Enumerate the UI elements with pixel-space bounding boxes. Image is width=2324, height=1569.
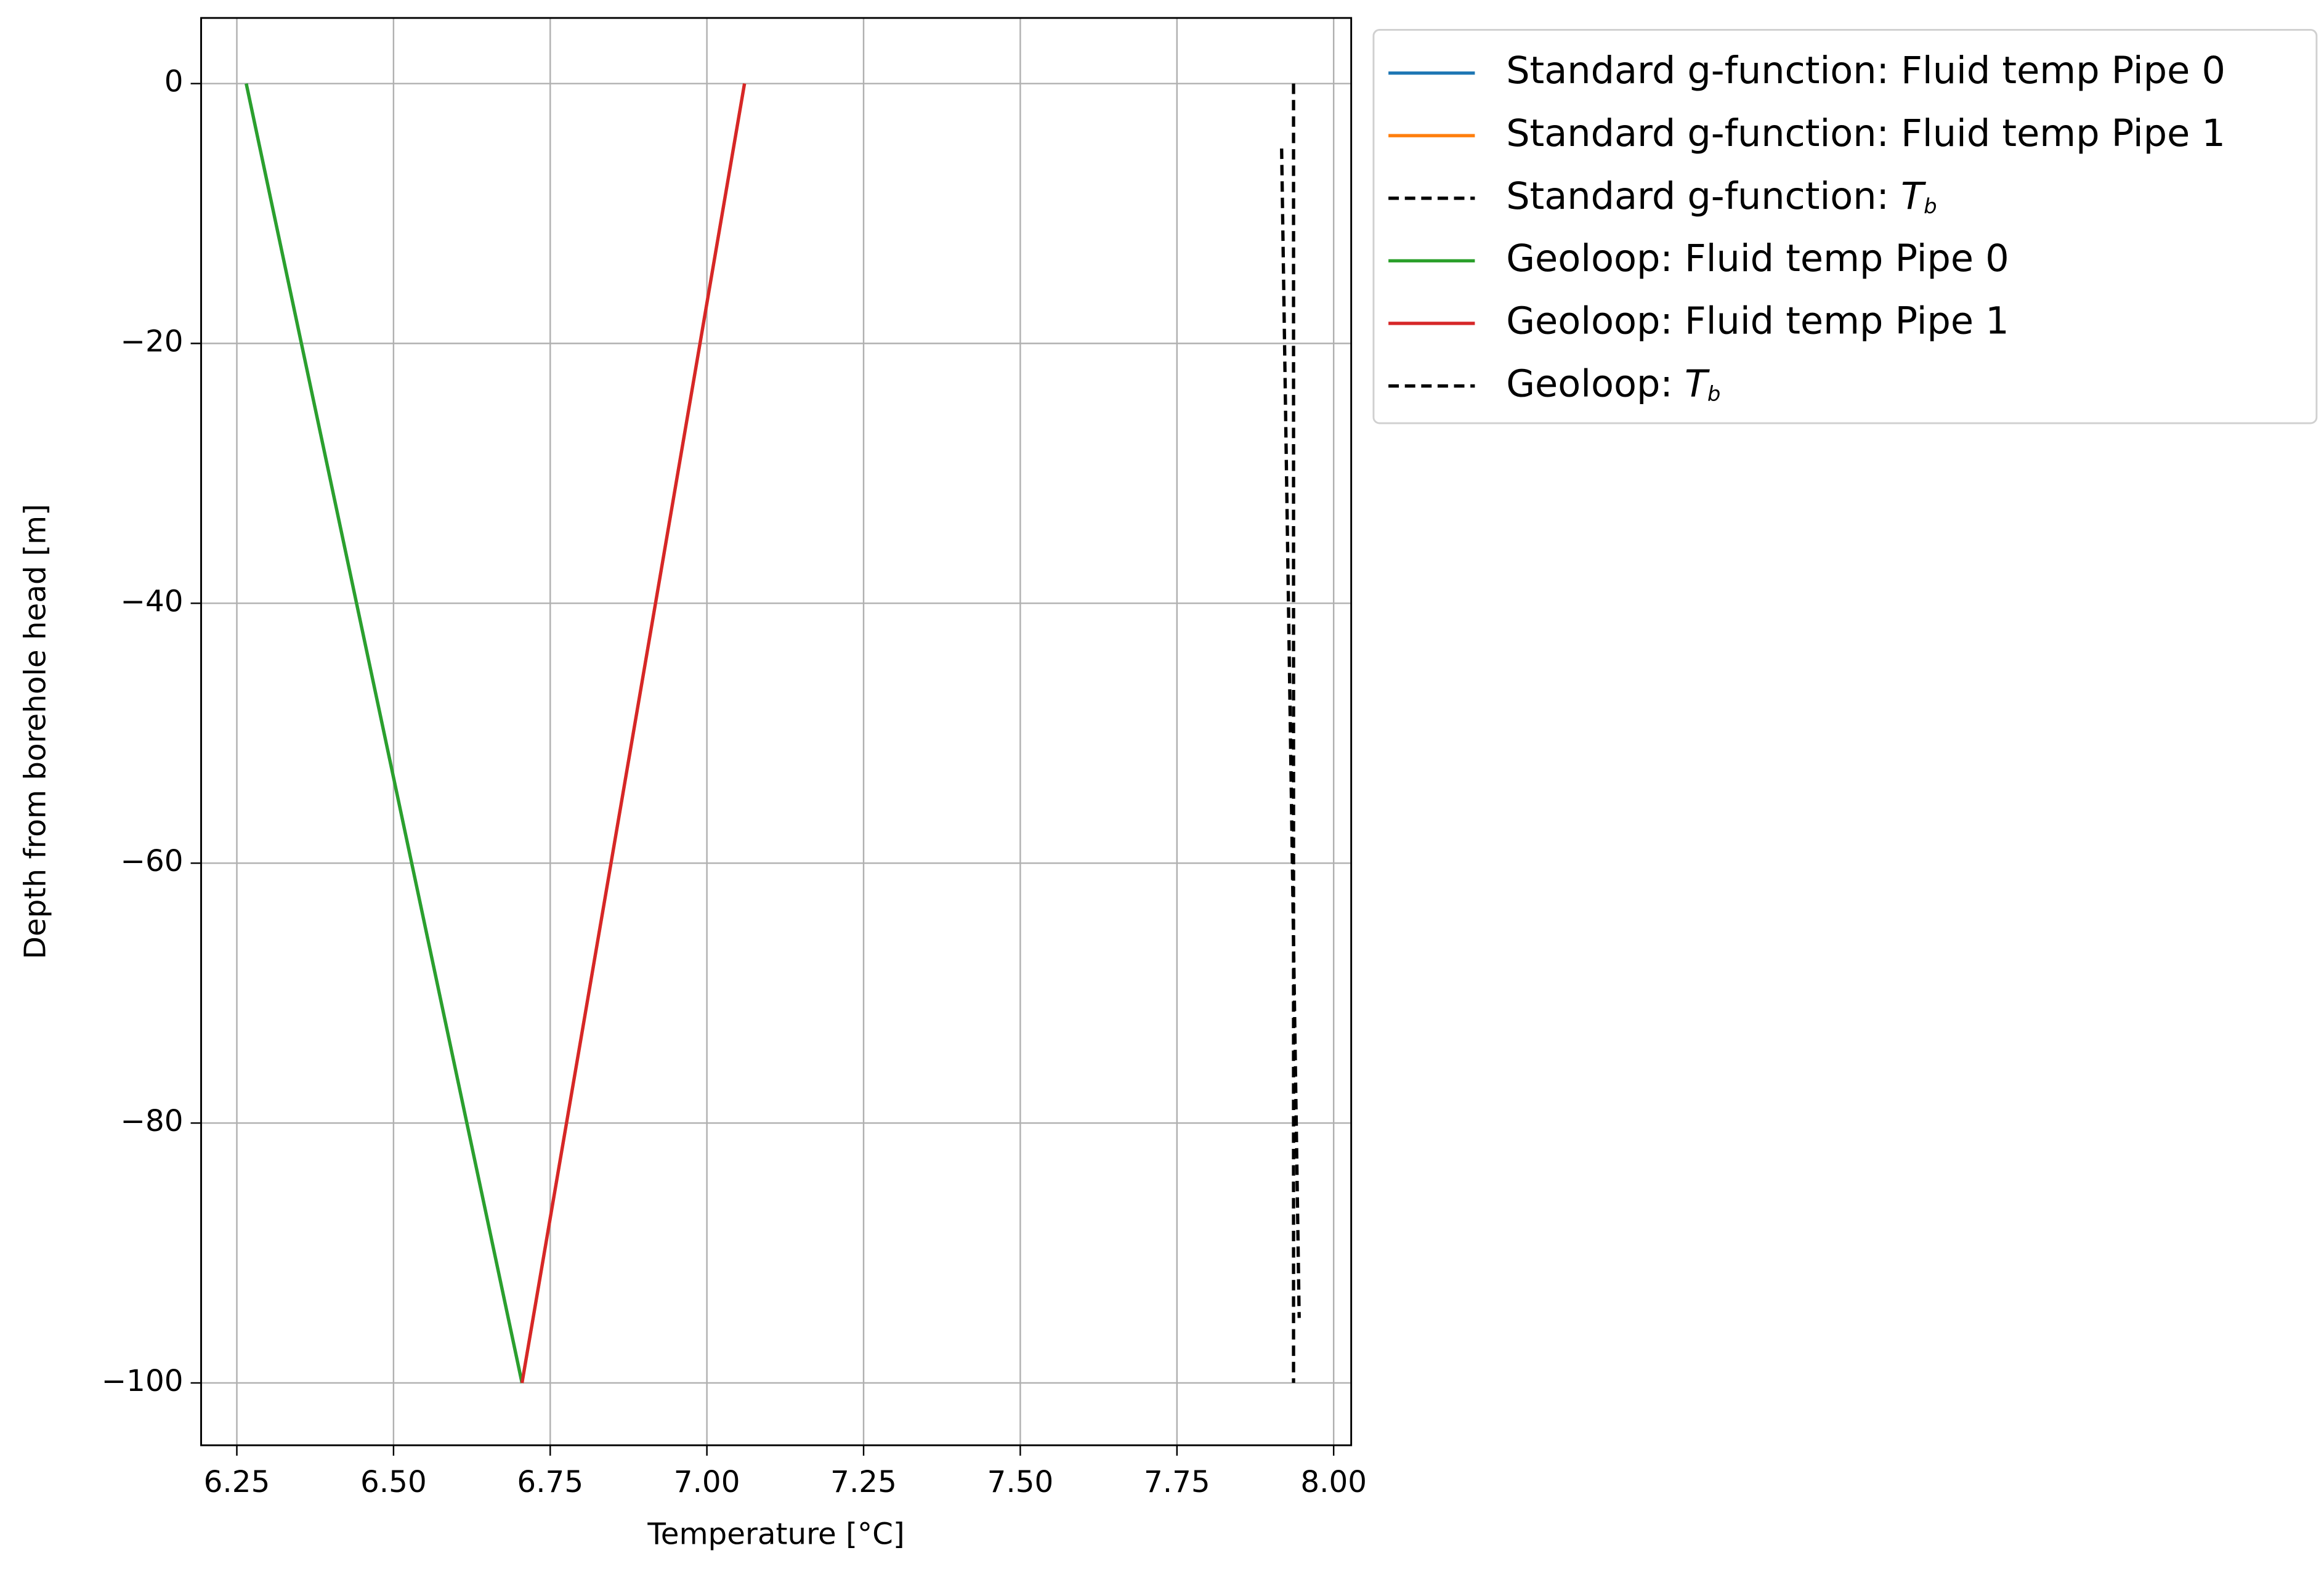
x-tick-label: 7.50: [987, 1465, 1054, 1499]
x-tick-label: 7.00: [674, 1465, 740, 1499]
x-tick-label: 6.25: [204, 1465, 270, 1499]
x-tick-label: 6.50: [360, 1465, 427, 1499]
data-line: [520, 83, 747, 1384]
data-line: [1280, 148, 1301, 1318]
x-axis-label: Temperature [°C]: [647, 1517, 904, 1552]
data-line: [245, 83, 524, 1384]
y-tick-label: −40: [120, 584, 183, 618]
plot-frame: [200, 17, 1353, 1446]
x-tick-label: 7.25: [830, 1465, 897, 1499]
legend-label: Standard g-function: Fluid temp Pipe 1: [1506, 112, 2225, 155]
legend-label: Standard g-function: Tb: [1506, 174, 1937, 217]
x-tick-label: 8.00: [1300, 1465, 1367, 1499]
y-tick-label: −80: [120, 1104, 183, 1138]
y-axis-label: Depth from borehole head [m]: [18, 504, 52, 959]
y-tick-label: −100: [102, 1364, 184, 1398]
legend-box: [1372, 29, 2318, 424]
legend-label: Geoloop: Tb: [1506, 362, 1720, 405]
y-tick-label: 0: [164, 65, 184, 99]
y-tick-label: −20: [120, 325, 183, 359]
y-tick-label: −60: [120, 844, 183, 878]
legend-label: Geoloop: Fluid temp Pipe 1: [1506, 300, 2009, 343]
x-tick-label: 6.75: [517, 1465, 583, 1499]
legend-label: Geoloop: Fluid temp Pipe 0: [1506, 237, 2009, 280]
x-tick-label: 7.75: [1144, 1465, 1210, 1499]
legend-label: Standard g-function: Fluid temp Pipe 0: [1506, 49, 2225, 92]
